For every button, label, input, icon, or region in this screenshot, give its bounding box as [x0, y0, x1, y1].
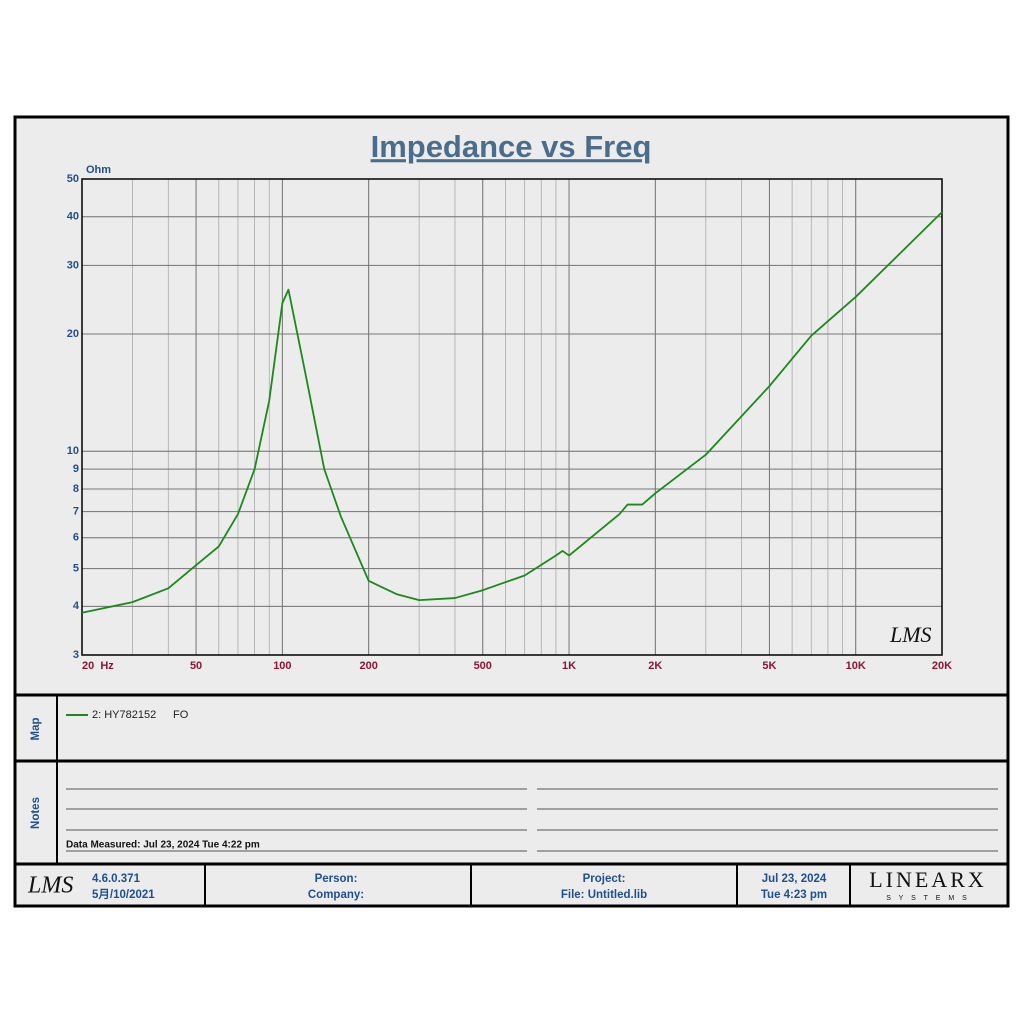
x-tick-label: 20K: [932, 660, 952, 672]
plot-area: [82, 179, 942, 655]
footer-logo: LMS: [27, 873, 73, 899]
y-tick-label: 10: [67, 445, 79, 457]
y-tick-label: 7: [73, 506, 79, 518]
y-tick-label: 30: [67, 259, 79, 271]
section-label: Map: [30, 718, 42, 741]
y-tick-label: 5: [73, 562, 79, 574]
y-tick-label: 20: [67, 328, 79, 340]
x-tick-label: 5K: [762, 660, 776, 672]
brand-sub: S Y S T E M S: [886, 895, 970, 902]
build-date: 5月/10/2021: [92, 888, 155, 901]
legend-suffix: FO: [173, 709, 189, 721]
series-line: [81, 211, 943, 614]
y-axis-label: Ohm: [86, 164, 111, 176]
project: Project:: [583, 873, 626, 885]
version: 4.6.0.371: [92, 873, 141, 885]
legend-entry: 2: HY782152: [92, 709, 156, 721]
chart-title: Impedance vs Freq: [371, 129, 652, 164]
y-tick-label: 40: [67, 211, 79, 223]
section-label: Notes: [30, 797, 42, 829]
brand: LINEARX: [869, 867, 987, 892]
x-tick-label: 50: [190, 660, 202, 672]
y-tick-label: 4: [73, 600, 80, 612]
file: File: Untitled.lib: [561, 889, 647, 901]
time: Tue 4:23 pm: [761, 889, 827, 901]
x-tick-label: 20 Hz: [82, 660, 114, 672]
note-lines: [66, 788, 998, 852]
y-tick-label: 3: [73, 649, 79, 661]
person: Person:: [315, 873, 358, 885]
y-tick-label: 6: [73, 532, 79, 544]
y-tick-label: 50: [67, 173, 79, 185]
x-tick-label: 100: [273, 660, 291, 672]
y-tick-label: 8: [73, 483, 79, 495]
x-tick-label: 1K: [562, 660, 576, 672]
company: Company:: [308, 889, 364, 901]
x-tick-label: 2K: [648, 660, 662, 672]
plot-border: [81, 178, 943, 656]
x-tick-label: 500: [474, 660, 492, 672]
y-tick-label: 9: [73, 463, 79, 475]
watermark: LMS: [889, 622, 932, 647]
notes-measured: Data Measured: Jul 23, 2024 Tue 4:22 pm: [66, 840, 260, 851]
x-tick-label: 10K: [846, 660, 866, 672]
date: Jul 23, 2024: [762, 873, 827, 885]
x-tick-label: 200: [359, 660, 377, 672]
